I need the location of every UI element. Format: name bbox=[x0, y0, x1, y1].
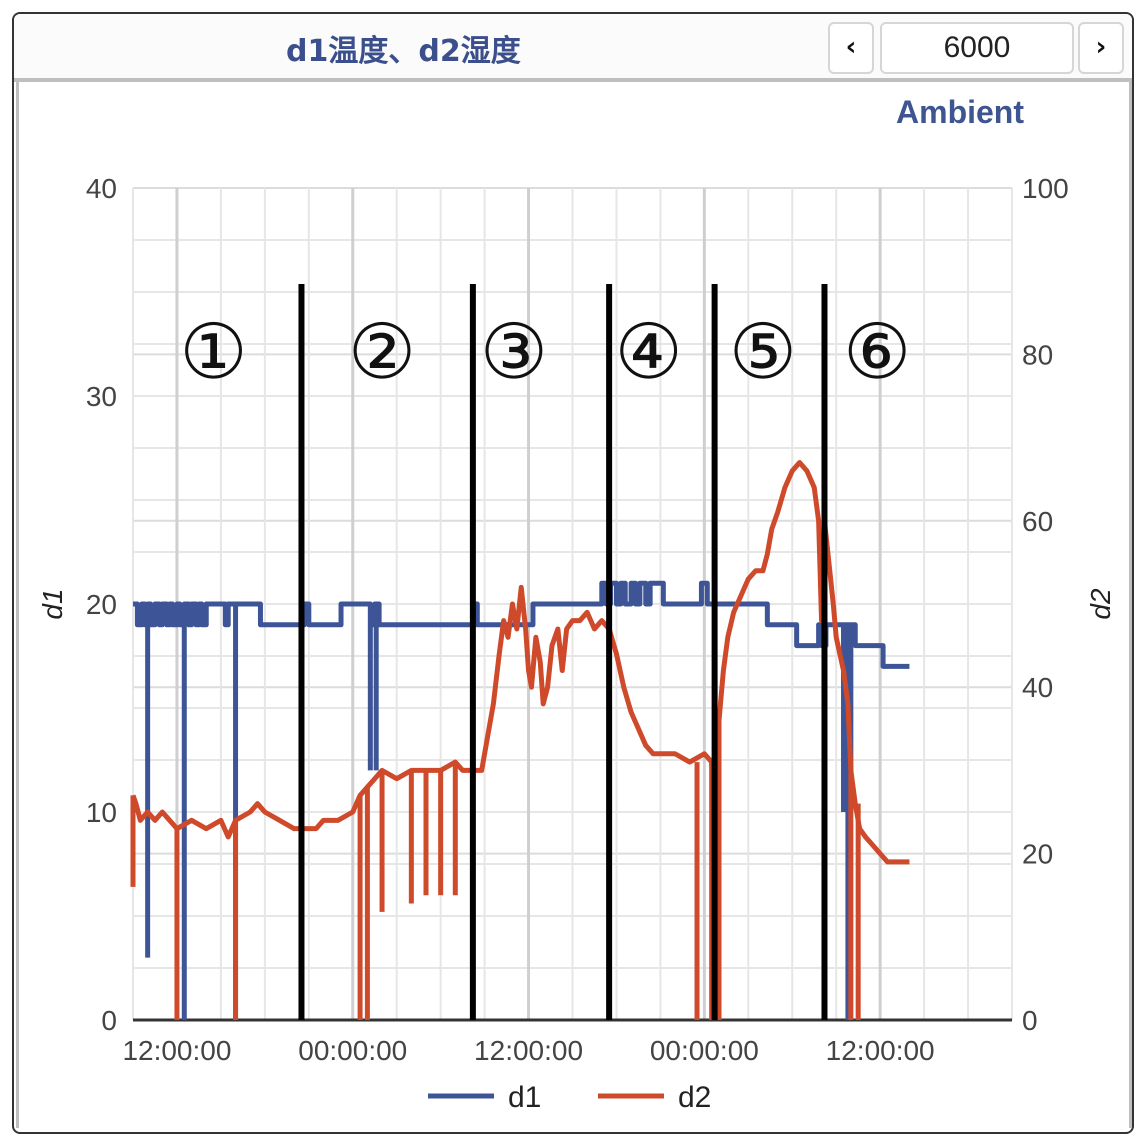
count-input[interactable]: 6000 bbox=[880, 22, 1074, 74]
y-left-axis-title: d1 bbox=[37, 588, 68, 619]
y-left-tick-label: 30 bbox=[86, 381, 117, 412]
chart-title: d1温度、d2湿度 bbox=[286, 34, 521, 69]
y-right-tick-label: 40 bbox=[1022, 672, 1053, 703]
phase-label: ① bbox=[180, 307, 248, 396]
y-right-tick-label: 60 bbox=[1022, 506, 1053, 537]
legend-label-d1: d1 bbox=[508, 1081, 541, 1114]
y-right-tick-label: 0 bbox=[1022, 1005, 1038, 1036]
chevron-left-icon: ‹ bbox=[845, 32, 857, 62]
phase-label: ③ bbox=[480, 307, 548, 396]
legend-label-d2: d2 bbox=[678, 1081, 711, 1114]
y-right-axis-title: d2 bbox=[1085, 588, 1116, 620]
y-left-tick-label: 20 bbox=[86, 589, 117, 620]
legend: d1 d2 bbox=[428, 1081, 711, 1114]
y-left-tick-label: 40 bbox=[86, 173, 117, 204]
series-lines bbox=[130, 460, 910, 1020]
prev-page-button[interactable]: ‹ bbox=[828, 22, 874, 74]
x-tick-label: 00:00:00 bbox=[298, 1035, 407, 1066]
series-d2 bbox=[130, 460, 910, 1020]
y-right-tick-label: 20 bbox=[1022, 839, 1053, 870]
series-line-d2 bbox=[130, 460, 910, 865]
chart-body bbox=[16, 82, 1132, 1128]
x-tick-label: 12:00:00 bbox=[122, 1035, 231, 1066]
phase-label: ⑥ bbox=[843, 307, 911, 396]
phase-label: ⑤ bbox=[729, 307, 797, 396]
grid-lines bbox=[132, 187, 1013, 1021]
y-right-tick-label: 100 bbox=[1022, 173, 1069, 204]
chevron-right-icon: › bbox=[1095, 32, 1107, 62]
y-left-tick-label: 10 bbox=[86, 797, 117, 828]
y-left-tick-label: 0 bbox=[101, 1005, 117, 1036]
phase-label: ② bbox=[348, 307, 416, 396]
ambient-label[interactable]: Ambient bbox=[896, 94, 1024, 130]
phase-label: ④ bbox=[615, 307, 683, 396]
x-tick-label: 12:00:00 bbox=[474, 1035, 583, 1066]
tick-labels: 0 10 20 30 40 0 20 40 60 80 100 12:00:00 00:00:00 12:… bbox=[37, 173, 1116, 1066]
next-page-button[interactable]: › bbox=[1078, 22, 1124, 74]
y-right-tick-label: 80 bbox=[1022, 339, 1053, 370]
x-tick-label: 12:00:00 bbox=[826, 1035, 935, 1066]
x-tick-label: 00:00:00 bbox=[650, 1035, 759, 1066]
chart-header: d1温度、d2湿度 ‹ 6000 › bbox=[14, 14, 1132, 82]
phase-dividers bbox=[298, 284, 828, 1020]
